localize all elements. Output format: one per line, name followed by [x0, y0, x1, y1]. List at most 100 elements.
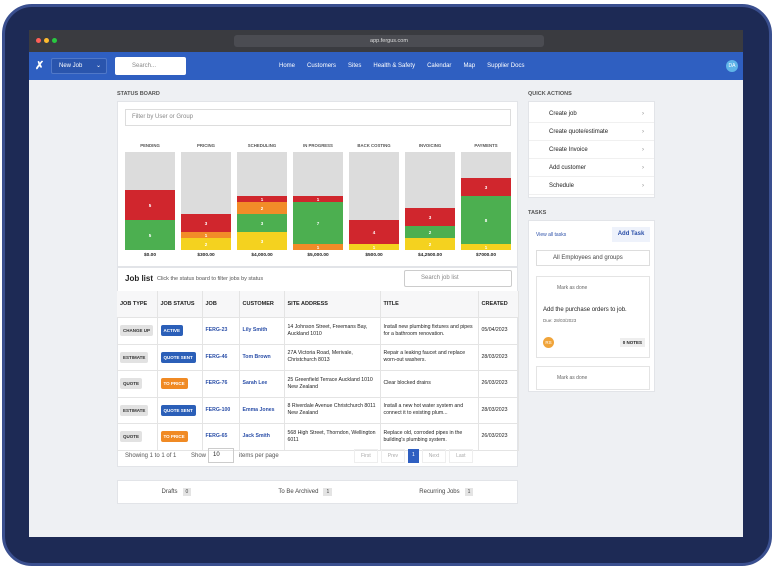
pager-button[interactable]: Last: [449, 449, 473, 463]
task-filter[interactable]: All Employees and groups: [536, 250, 650, 266]
pager-button[interactable]: First: [354, 449, 378, 463]
job-row[interactable]: ESTIMATE QUOTE SENT FERG-46 Tom Brown 27A Vi…: [117, 344, 519, 371]
status-board: Filter by User or Group PENDING 5 5 $0.00 PR…: [117, 101, 518, 267]
pager-button[interactable]: Prev: [380, 449, 406, 463]
job-number[interactable]: FERG-76: [205, 380, 228, 387]
status-segment: 3: [461, 178, 511, 196]
nav-link[interactable]: Health & Safety: [373, 63, 416, 69]
quick-action[interactable]: Create quote/estimate ›: [529, 123, 654, 141]
customer-name[interactable]: Sarah Lee: [242, 380, 268, 387]
cell: Replace old, corroded pipes in the build…: [380, 423, 479, 451]
job-row[interactable]: QUOTE TO PRICE FERG-76 Sarah Lee 25 Greenfie…: [117, 370, 519, 398]
status-segment: 2: [181, 238, 231, 250]
job-number[interactable]: FERG-100: [205, 406, 231, 413]
task-notes[interactable]: 0 NOTES: [619, 338, 645, 347]
chevron: ›: [642, 128, 644, 135]
url-bar[interactable]: app.fergus.com: [234, 35, 544, 47]
pager-button[interactable]: 1: [408, 449, 419, 463]
url: app.fergus.com: [370, 38, 408, 44]
cell: TO PRICE: [157, 370, 203, 398]
customer-name[interactable]: Tom Brown: [242, 353, 271, 360]
status-segment: 8: [461, 196, 511, 244]
browser-bar: app.fergus.com: [29, 30, 743, 52]
job-number[interactable]: FERG-65: [205, 433, 228, 440]
quick-action[interactable]: Create job ›: [529, 105, 654, 123]
quick-action[interactable]: Create Invoice ›: [529, 141, 654, 159]
job-row[interactable]: CHANGE UP ACTIVE FERG-23 Lily Smith 14 Johns…: [117, 317, 519, 345]
job-number[interactable]: FERG-46: [205, 353, 228, 360]
app-nav: ✗ New Job ⌄ Search... Home Customers Sites H…: [29, 52, 743, 80]
bottom-item[interactable]: Drafts 0: [162, 488, 192, 496]
quick-action[interactable]: Schedule ›: [529, 177, 654, 195]
bottom-count: 1: [464, 488, 474, 496]
nav-link[interactable]: Home: [279, 63, 296, 69]
cell: 26/03/2023: [478, 423, 519, 451]
search-placeholder: Search...: [132, 63, 157, 69]
quick-action-label: Schedule: [549, 182, 575, 189]
cell-text: 05/04/2023: [481, 327, 508, 334]
pager-button[interactable]: Next: [421, 449, 447, 463]
chevron: ›: [642, 182, 644, 189]
section-title: QUICK ACTIONS: [528, 91, 572, 97]
bottom-item[interactable]: Recurring Jobs 1: [419, 488, 474, 496]
job-search-placeholder: Search job list: [421, 275, 459, 281]
new-job-button[interactable]: New Job ⌄: [51, 58, 107, 74]
header-row: JOB TYPE JOB STATUS JOB CUSTOMER SITE ADDRES…: [117, 291, 519, 318]
search-input[interactable]: Search...: [115, 57, 186, 75]
cell: FERG-76: [202, 370, 240, 398]
mark-as-done[interactable]: Mark as done: [557, 375, 588, 381]
nav-link[interactable]: Map: [463, 63, 476, 69]
cell: Install a new hot water system and conne…: [380, 397, 479, 424]
column-total: $500.00: [365, 253, 383, 258]
cell: CHANGE UP: [117, 317, 158, 345]
cell: Tom Brown: [239, 344, 285, 371]
filter-select[interactable]: Filter by User or Group: [125, 109, 511, 126]
column-header: TITLE: [380, 291, 479, 318]
cell: Install new plumbing fixtures and pipes …: [380, 317, 479, 345]
bottom-count: 1: [323, 488, 333, 496]
mark-as-done[interactable]: Mark as done: [557, 285, 588, 291]
chevron: ›: [642, 146, 644, 153]
status-segment: 2: [405, 238, 455, 250]
quick-action[interactable]: Add customer ›: [529, 159, 654, 177]
customer-name[interactable]: Lily Smith: [242, 327, 268, 334]
job-table: JOB TYPE JOB STATUS JOB CUSTOMER SITE ADDRES…: [117, 291, 519, 451]
job-row[interactable]: QUOTE TO PRICE FERG-65 Jack Smith 568 High S…: [117, 423, 519, 451]
job-number[interactable]: FERG-23: [205, 327, 228, 334]
add-task-button[interactable]: Add Task: [612, 227, 650, 242]
cell: 14 Johnson Street, Freemans Bay, Aucklan…: [284, 317, 381, 345]
cell-text: Replace old, corroded pipes in the build…: [383, 429, 463, 443]
column-header: JOB: [202, 291, 240, 318]
chevron: ›: [642, 164, 644, 171]
nav-link[interactable]: Sites: [348, 63, 362, 69]
column-label: BACK COSTING: [357, 143, 391, 148]
job-row[interactable]: ESTIMATE QUOTE SENT FERG-100 Emma Jones 8 Ri…: [117, 397, 519, 424]
job-status: QUOTE SENT: [160, 404, 196, 416]
quick-action-label: Create Invoice: [549, 146, 588, 153]
nav-link[interactable]: Calendar: [427, 63, 452, 69]
bottom-item[interactable]: To Be Archived 1: [278, 488, 333, 496]
view-all-tasks[interactable]: View all tasks: [536, 232, 567, 238]
job-type: ESTIMATE: [120, 404, 149, 416]
user-avatar[interactable]: DA: [726, 60, 738, 72]
job-search[interactable]: Search job list: [404, 270, 512, 287]
customer-name[interactable]: Jack Smith: [242, 433, 270, 440]
nav-link[interactable]: Customers: [307, 63, 337, 69]
page-size[interactable]: 10: [208, 448, 234, 463]
cell: Lily Smith: [239, 317, 285, 345]
logo[interactable]: ✗: [35, 60, 45, 72]
customer-name[interactable]: Emma Jones: [242, 406, 275, 413]
cell: FERG-46: [202, 344, 240, 371]
job-status: QUOTE SENT: [160, 351, 196, 363]
cell: FERG-100: [202, 397, 240, 424]
status-segment: 3: [237, 214, 287, 232]
task-card: Mark as done: [536, 366, 650, 390]
nav-link[interactable]: Supplier Docs: [487, 63, 525, 69]
